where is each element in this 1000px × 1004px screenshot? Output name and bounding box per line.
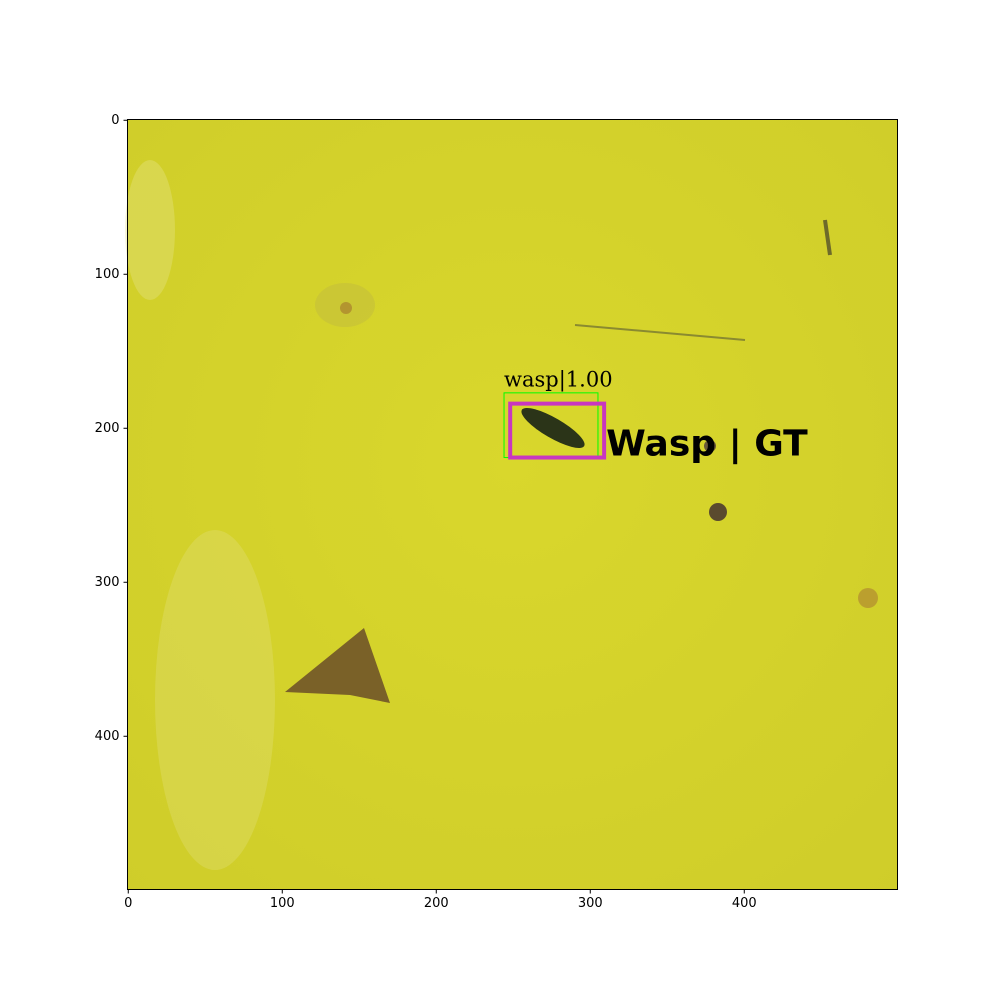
insect: [521, 408, 585, 448]
x-tick-label: 100: [270, 896, 295, 911]
x-tick-label: 0: [124, 896, 132, 911]
debris: [285, 628, 390, 703]
debris: [823, 219, 832, 256]
spot: [709, 503, 727, 521]
glare: [155, 530, 275, 870]
y-tick-label: 0: [111, 113, 119, 128]
photo: [125, 119, 898, 890]
x-tick-label: 200: [424, 896, 449, 911]
glare: [125, 160, 175, 300]
bounding-box: [508, 401, 607, 460]
axes-frame: [127, 119, 898, 890]
spot: [340, 302, 352, 314]
x-tick-label: 300: [578, 896, 603, 911]
y-tick-label: 400: [95, 729, 120, 744]
x-tick-label: 400: [732, 896, 757, 911]
fiber: [574, 324, 746, 341]
debris: [858, 588, 878, 608]
y-tick-label: 300: [95, 575, 120, 590]
spot: [704, 440, 716, 452]
sticky-trap: [127, 119, 898, 890]
box-label: Wasp | GT: [606, 424, 808, 465]
y-tick-label: 100: [95, 267, 120, 282]
box-label: wasp|1.00: [504, 367, 613, 392]
y-tick-label: 200: [95, 421, 120, 436]
